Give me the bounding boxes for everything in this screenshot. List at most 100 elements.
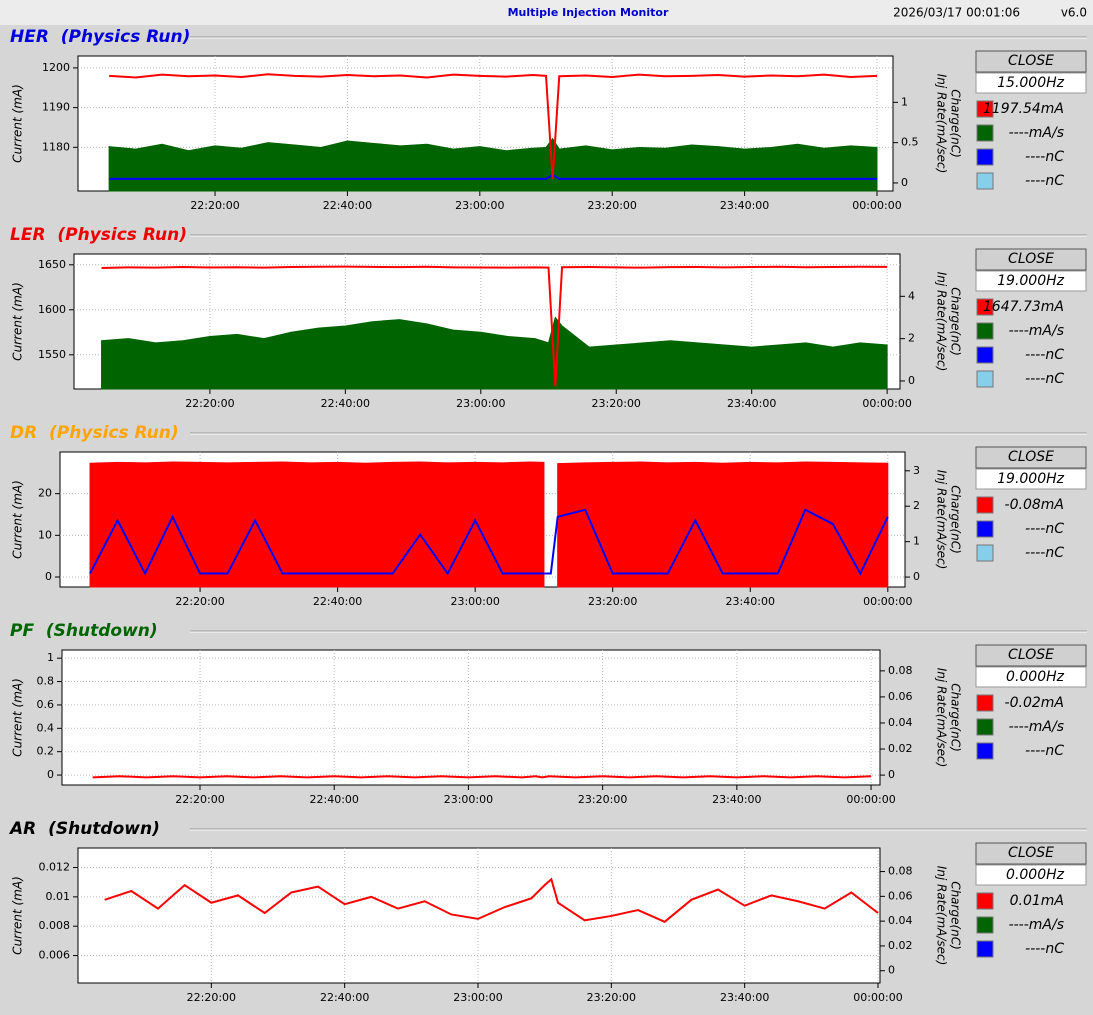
x-tick-label: 00:00:00 [862, 397, 911, 410]
rate: 15.000Hz [997, 75, 1065, 91]
y2-tick-label: 0.04 [888, 914, 913, 927]
x-tick-label: 22:20:00 [185, 397, 234, 410]
plot-area [61, 649, 881, 786]
x-tick-label: 22:20:00 [187, 991, 236, 1004]
series-area [101, 316, 888, 390]
close-button-label[interactable]: CLOSE [1008, 449, 1054, 465]
readout-swatch [976, 892, 994, 910]
readout-swatch [976, 148, 994, 166]
y-axis-label: Current (mA) [11, 678, 25, 757]
x-tick-label: 22:20:00 [190, 199, 239, 212]
readout-swatch [976, 718, 994, 736]
series-line [101, 265, 888, 387]
readout-value: ----nC [1025, 545, 1064, 561]
x-tick-label: 22:20:00 [175, 595, 224, 608]
close-button[interactable] [975, 50, 1087, 73]
y-tick-label: 0 [47, 768, 54, 781]
y-tick-label: 0.6 [37, 698, 55, 711]
readout-value: ----nC [1025, 743, 1064, 759]
close-button[interactable] [975, 446, 1087, 469]
x-tick-label: 23:40:00 [712, 793, 761, 806]
readout-value: ----nC [1025, 941, 1064, 957]
series-line [89, 508, 889, 576]
y-tick-label: 10 [38, 528, 52, 541]
rate-box [975, 72, 1087, 94]
y-tick-label: 1650 [38, 258, 66, 271]
y2-axis-label: Charge(nC) [949, 881, 963, 950]
x-tick-label: 23:40:00 [720, 991, 769, 1004]
x-tick-label: 00:00:00 [853, 991, 902, 1004]
readout-value: -0.02mA [1005, 695, 1064, 711]
timestamp: 2026/03/17 00:01:06 [893, 6, 1020, 20]
panel-title: AR (Shutdown) [8, 819, 160, 839]
close-button[interactable] [975, 248, 1087, 271]
y2-tick-label: 0.06 [888, 889, 913, 902]
panel-title: LER (Physics Run) [10, 225, 187, 245]
y-tick-label: 0.01 [46, 890, 71, 903]
readout-value: ----nC [1025, 521, 1064, 537]
x-tick-label: 23:20:00 [587, 991, 636, 1004]
close-button-label[interactable]: CLOSE [1008, 647, 1054, 663]
readout-swatch [976, 172, 994, 190]
y-tick-label: 1550 [38, 348, 66, 361]
readout-swatch [976, 124, 994, 142]
readout-value: ----nC [1025, 371, 1064, 387]
y2-tick-label: 0 [908, 374, 915, 387]
x-tick-label: 22:40:00 [321, 397, 370, 410]
close-button-label[interactable]: CLOSE [1008, 251, 1054, 267]
y-tick-label: 1180 [42, 140, 70, 153]
x-tick-label: 23:00:00 [455, 199, 504, 212]
y2-tick-label: 1 [901, 95, 908, 108]
x-tick-label: 23:20:00 [588, 595, 637, 608]
y-tick-label: 1190 [42, 101, 70, 114]
x-tick-label: 23:00:00 [450, 595, 499, 608]
close-button-label[interactable]: CLOSE [1008, 53, 1054, 69]
y2-tick-label: 0 [901, 176, 908, 189]
series-area [89, 461, 889, 588]
rate: 19.000Hz [997, 471, 1065, 487]
y2-axis-label: Inj Rate(mA/sec) [935, 668, 949, 768]
rate-box [975, 864, 1087, 886]
panel-title: HER (Physics Run) [10, 27, 190, 47]
readout-swatch [976, 694, 994, 712]
rate-box [975, 270, 1087, 292]
y-tick-label: 1600 [38, 303, 66, 316]
readout-value: ----mA/s [1009, 917, 1064, 933]
y-axis-label: Current (mA) [11, 876, 25, 955]
x-tick-label: 23:00:00 [456, 397, 505, 410]
readout-swatch [976, 940, 994, 958]
y-tick-label: 0.4 [37, 721, 55, 734]
readout-value: ----mA/s [1009, 125, 1064, 141]
plot-area [77, 847, 881, 984]
panel-title: DR (Physics Run) [10, 423, 179, 443]
y2-axis-label: Charge(nC) [949, 287, 963, 356]
x-tick-label: 22:40:00 [313, 595, 362, 608]
y-tick-label: 0.008 [39, 919, 71, 932]
y2-tick-label: 4 [908, 289, 915, 302]
y2-axis-label: Charge(nC) [949, 89, 963, 158]
readout-value: 1197.54mA [983, 101, 1064, 117]
header-title: Multiple Injection Monitor [508, 6, 669, 19]
close-button[interactable] [975, 842, 1087, 865]
y2-tick-label: 2 [913, 499, 920, 512]
close-button[interactable] [975, 644, 1087, 667]
x-tick-label: 23:20:00 [588, 199, 637, 212]
rate-box [975, 666, 1087, 688]
readout-swatch [976, 544, 994, 562]
readout-swatch [976, 520, 994, 538]
y-axis-label: Current (mA) [11, 84, 25, 163]
panel-title: PF (Shutdown) [10, 621, 158, 641]
readout-value: -0.08mA [1005, 497, 1064, 513]
y2-tick-label: 0 [888, 768, 895, 781]
x-tick-label: 23:20:00 [592, 397, 641, 410]
readout-value: 1647.73mA [983, 299, 1064, 315]
x-tick-label: 22:40:00 [310, 793, 359, 806]
close-button-label[interactable]: CLOSE [1008, 845, 1054, 861]
y-tick-label: 0.012 [39, 861, 71, 874]
x-tick-label: 22:20:00 [175, 793, 224, 806]
x-tick-label: 00:00:00 [852, 199, 901, 212]
x-tick-label: 23:40:00 [727, 397, 776, 410]
y2-axis-label: Inj Rate(mA/sec) [935, 866, 949, 966]
rate: 0.000Hz [1006, 669, 1065, 685]
